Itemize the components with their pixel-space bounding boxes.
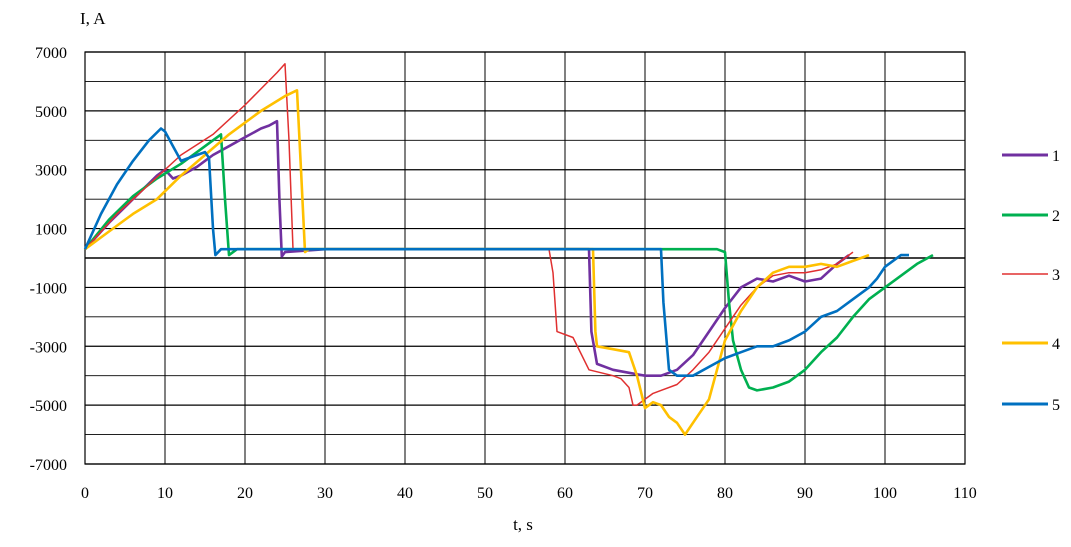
x-tick-label: 90	[797, 485, 813, 502]
legend-label-5: 5	[1052, 397, 1060, 414]
series-lines	[83, 63, 934, 436]
series-5-line	[83, 127, 909, 377]
y-tick-label: 3000	[35, 163, 67, 180]
x-tick-label: 0	[81, 485, 89, 502]
y-axis-label: I, A	[80, 9, 106, 28]
series-2-line	[83, 133, 934, 392]
legend-label-2: 2	[1052, 208, 1060, 225]
x-tick-label: 110	[953, 485, 976, 502]
y-tick-label: -1000	[30, 280, 67, 297]
x-tick-label: 70	[637, 485, 653, 502]
y-tick-label: -3000	[30, 339, 67, 356]
y-tick-label: 1000	[35, 222, 67, 239]
y-tick-label: -5000	[30, 398, 67, 415]
series-4-line	[84, 89, 870, 436]
legend-label-1: 1	[1052, 148, 1060, 165]
x-tick-label: 60	[557, 485, 573, 502]
legend-label-3: 3	[1052, 267, 1060, 284]
x-tick-label: 20	[237, 485, 253, 502]
grid	[84, 51, 966, 465]
tick-labels: 0 10 20 30 40 50 60 70 80 90 100 110 7000 5000 3000 100…	[30, 45, 977, 502]
x-tick-label: 10	[157, 485, 173, 502]
x-tick-label: 50	[477, 485, 493, 502]
legend: 1 2 3 4 5	[1002, 148, 1060, 414]
x-axis-label: t, s	[513, 515, 533, 534]
legend-label-4: 4	[1052, 336, 1060, 353]
x-tick-label: 30	[317, 485, 333, 502]
y-tick-label: 7000	[35, 45, 67, 62]
plot-border	[84, 51, 966, 465]
y-tick-label: -7000	[30, 457, 67, 474]
x-tick-label: 100	[873, 485, 897, 502]
x-tick-label: 80	[717, 485, 733, 502]
y-tick-label: 5000	[35, 104, 67, 121]
x-tick-label: 40	[397, 485, 413, 502]
